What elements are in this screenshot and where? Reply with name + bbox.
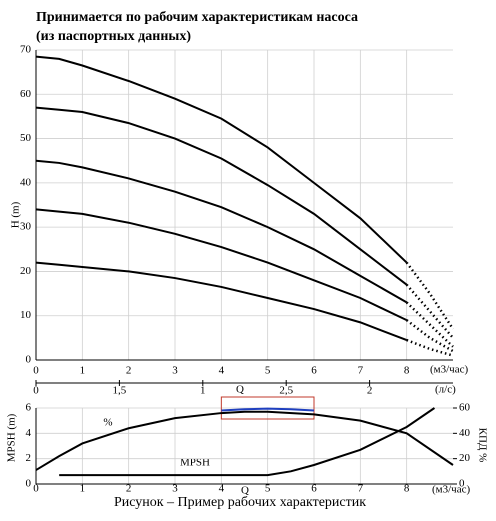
curve: [35, 208, 408, 322]
chart-subtitle: (из паспортных данных): [36, 29, 191, 44]
curve: [406, 338, 454, 357]
x-tick-label: 4: [219, 483, 225, 495]
x-tick-label: 6: [311, 483, 317, 495]
y-tick-label: 2: [26, 452, 32, 464]
curve: [405, 283, 454, 339]
q-label: Q: [241, 485, 249, 497]
series-label: %: [103, 417, 112, 429]
curve: [405, 319, 454, 353]
curve: [405, 301, 454, 348]
y-tick-label: 20: [20, 265, 32, 277]
x-tick-label: 8: [404, 483, 410, 495]
y-tick-label: 50: [20, 132, 32, 144]
x-tick-label: 8: [404, 365, 410, 377]
curve: [221, 407, 315, 412]
y-tick-label: 0: [26, 354, 32, 366]
x-tick-label: 6: [311, 365, 317, 377]
y-tick-label: 4: [26, 427, 32, 439]
chart-title: Принимается по рабочим характеристикам н…: [36, 10, 358, 25]
x2-tick-label: 1: [200, 385, 206, 397]
q-label: Q: [236, 384, 244, 396]
x-tick-label: 0: [33, 483, 39, 495]
x-tick-label: 5: [265, 365, 271, 377]
highlight-box: [220, 396, 315, 420]
y2-tick-label: 60: [459, 402, 471, 414]
curve: [59, 407, 436, 477]
x-tick-label: 5: [265, 483, 271, 495]
x-tick-label: 2: [126, 483, 132, 495]
y-tick-label: 40: [20, 176, 32, 188]
x-axis-label: (м3/час): [432, 484, 470, 496]
x-tick-label: 7: [358, 483, 364, 495]
y2-tick-label: 40: [459, 427, 471, 439]
curve: [35, 55, 408, 264]
y-axis-label: H (m): [10, 201, 22, 228]
y-tick-label: 0: [26, 478, 32, 490]
y2-tick-label: 0: [459, 478, 465, 490]
y2-axis-label: КПД %: [476, 428, 488, 463]
x-tick-label: 3: [172, 483, 178, 495]
curve: [35, 261, 408, 342]
x-tick-label: 2: [126, 365, 132, 377]
x2-axis-label: (л/с): [435, 384, 456, 396]
y-tick-label: 6: [26, 402, 32, 414]
curve: [35, 106, 408, 286]
x-tick-label: 1: [80, 365, 86, 377]
x-tick-label: 1: [80, 483, 86, 495]
x-tick-label: 4: [219, 365, 225, 377]
x-axis-label: (м3/час): [430, 364, 468, 376]
x2-tick-label: 2,5: [279, 385, 293, 397]
y2-tick-label: 20: [459, 452, 471, 464]
x-tick-label: 3: [172, 365, 178, 377]
caption: Рисунок – Пример рабочих характеристик: [114, 495, 366, 510]
x-tick-label: 0: [33, 365, 39, 377]
y-axis-label: MPSH (m): [6, 413, 18, 462]
x2-tick-label: 0: [33, 385, 39, 397]
y-tick-label: 60: [20, 88, 32, 100]
y-tick-label: 10: [20, 309, 32, 321]
series-label: MPSH: [180, 457, 210, 469]
curve: [35, 159, 408, 304]
y-tick-label: 70: [20, 44, 32, 56]
x2-tick-label: 1,5: [113, 385, 127, 397]
x-tick-label: 7: [358, 365, 364, 377]
curve: [405, 261, 455, 330]
curve: [35, 410, 454, 471]
x2-tick-label: 2: [367, 385, 373, 397]
y-tick-label: 30: [20, 221, 32, 233]
